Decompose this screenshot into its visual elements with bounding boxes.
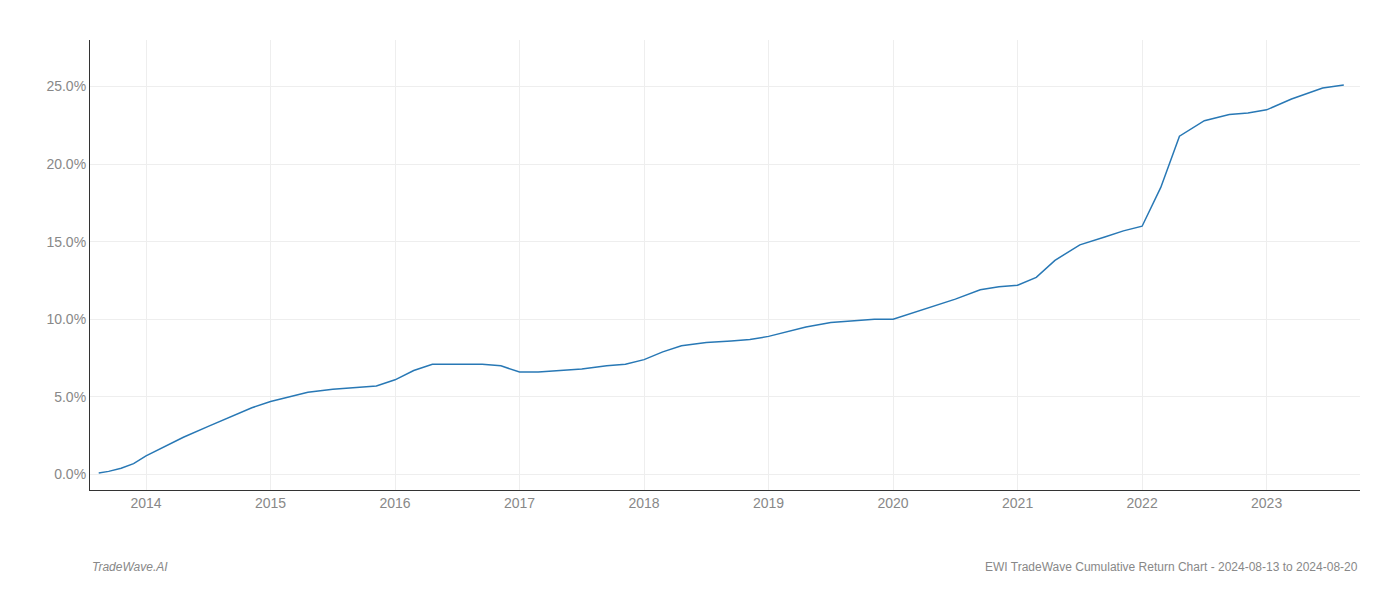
- svg-text:2022: 2022: [1127, 495, 1158, 511]
- svg-text:2021: 2021: [1002, 495, 1033, 511]
- svg-text:2015: 2015: [255, 495, 286, 511]
- svg-text:2020: 2020: [878, 495, 909, 511]
- svg-text:25.0%: 25.0%: [46, 78, 86, 94]
- svg-text:TradeWave.AI: TradeWave.AI: [92, 560, 168, 574]
- svg-text:2023: 2023: [1251, 495, 1282, 511]
- svg-text:5.0%: 5.0%: [54, 389, 86, 405]
- svg-text:EWI TradeWave Cumulative Retur: EWI TradeWave Cumulative Return Chart - …: [985, 560, 1358, 574]
- svg-text:0.0%: 0.0%: [54, 466, 86, 482]
- svg-text:15.0%: 15.0%: [46, 234, 86, 250]
- svg-text:2017: 2017: [504, 495, 535, 511]
- svg-text:20.0%: 20.0%: [46, 156, 86, 172]
- svg-text:2014: 2014: [130, 495, 161, 511]
- svg-text:2019: 2019: [753, 495, 784, 511]
- svg-text:10.0%: 10.0%: [46, 311, 86, 327]
- svg-text:2016: 2016: [379, 495, 410, 511]
- svg-text:2018: 2018: [628, 495, 659, 511]
